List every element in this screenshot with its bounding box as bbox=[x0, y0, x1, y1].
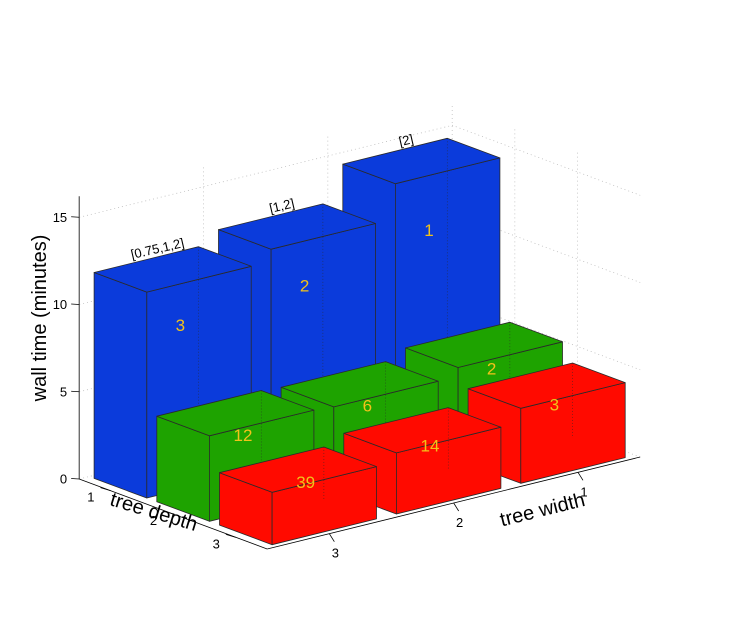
bar-value-label: 6 bbox=[363, 397, 372, 416]
z-tick-label: 10 bbox=[53, 297, 67, 312]
x-tick-mark bbox=[577, 472, 584, 481]
y-tick-label: 2 bbox=[150, 513, 157, 528]
bar-value-label: 3 bbox=[176, 316, 185, 335]
x-tick-label: 1 bbox=[580, 484, 587, 499]
x-tick-label: 2 bbox=[456, 515, 463, 530]
y-tick-mark bbox=[225, 533, 236, 538]
y-tick-label: 1 bbox=[87, 490, 94, 505]
z-axis-label: wall time (minutes) bbox=[29, 235, 51, 403]
y-tick-mark bbox=[100, 487, 111, 492]
bar-group-label: [2] bbox=[397, 131, 414, 149]
bar-w3-d3: 39 bbox=[219, 446, 377, 546]
bar-value-label: 1 bbox=[424, 221, 433, 240]
bar-value-label: 39 bbox=[296, 473, 315, 492]
y-tick-mark bbox=[163, 510, 174, 515]
bar-group-label: [1,2] bbox=[268, 196, 296, 216]
z-tick-mark bbox=[71, 303, 80, 305]
z-grid-line bbox=[79, 124, 641, 218]
x-axis-label: tree width bbox=[498, 489, 587, 531]
y-tick-label: 3 bbox=[213, 536, 220, 551]
z-tick-label: 0 bbox=[60, 472, 67, 487]
z-tick-label: 5 bbox=[60, 384, 67, 399]
bar-top-face bbox=[93, 246, 252, 293]
z-tick-mark bbox=[71, 478, 80, 480]
z-tick-mark bbox=[71, 390, 80, 393]
bar-value-label: 12 bbox=[234, 426, 253, 445]
bar-value-label: 2 bbox=[300, 277, 309, 296]
z-tick-mark bbox=[71, 216, 80, 218]
bar-value-label: 2 bbox=[487, 360, 496, 379]
x-tick-mark bbox=[328, 533, 335, 542]
z-tick-label: 15 bbox=[53, 210, 67, 225]
bar-value-label: 3 bbox=[550, 396, 559, 415]
x-tick-label: 3 bbox=[332, 546, 339, 561]
bar-side-face bbox=[93, 272, 148, 499]
bar-value-label: 14 bbox=[421, 436, 440, 455]
x-tick-mark bbox=[453, 502, 460, 512]
